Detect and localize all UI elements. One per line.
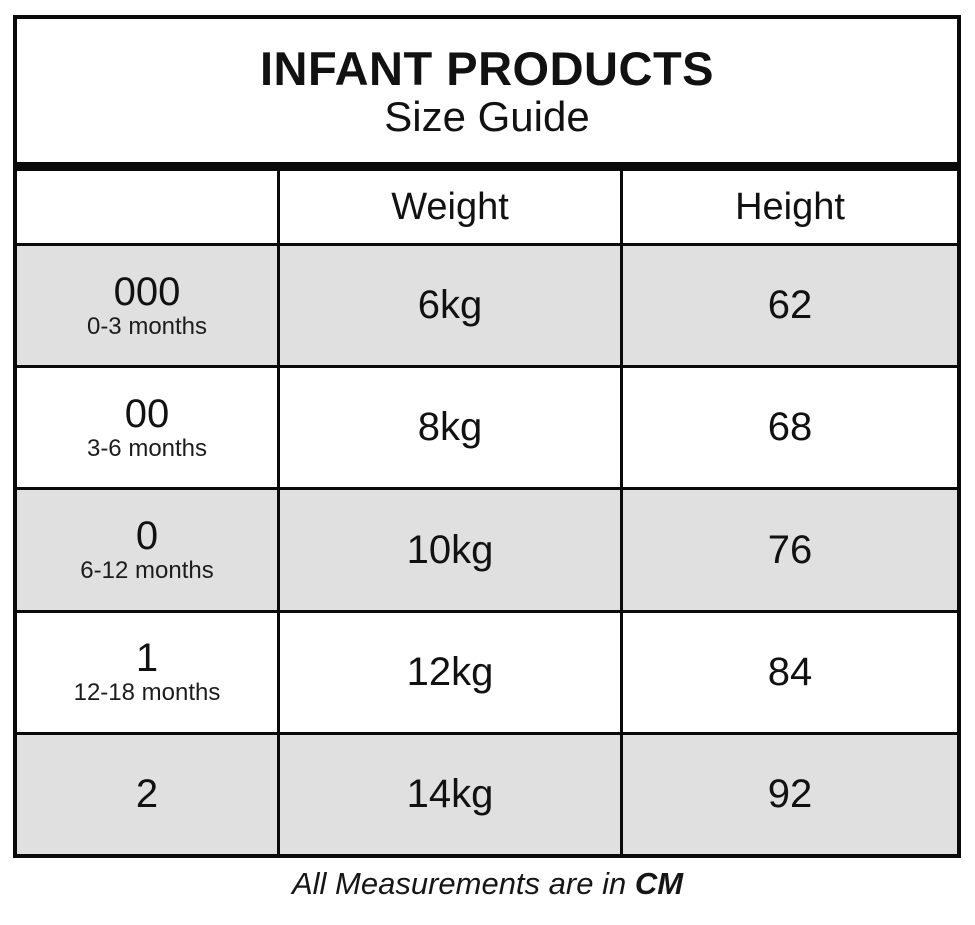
height-value: 62 [767,283,813,328]
height-cell: 62 [623,246,957,365]
weight-value: 10kg [406,527,494,572]
age-range: 0-3 months [86,312,208,340]
weight-cell: 10kg [280,490,623,610]
measurements-unit: CM [634,866,684,901]
weight-cell: 12kg [280,612,623,732]
height-value: 92 [767,771,813,816]
size-code: 0 [135,514,159,559]
height-cell: 92 [623,735,957,854]
weight-value: 8kg [417,405,483,450]
size-code: 2 [135,772,159,817]
size-cell: 0 6-12 months [17,490,280,610]
header-cell-weight: Weight [280,171,623,243]
weight-cell: 14kg [280,734,623,855]
measurements-note: All Measurements are in CM [0,866,975,902]
size-code: 1 [135,636,159,681]
height-value: 76 [767,527,813,572]
table-row: 00 3-6 months 8kg 68 [17,368,957,491]
table-row: 2 14kg 92 [17,734,957,855]
table-row: 0 6-12 months 10kg 76 [17,490,957,613]
title-block: INFANT PRODUCTS Size Guide [17,19,957,171]
size-guide-table: INFANT PRODUCTS Size Guide Weight Height… [13,15,961,858]
height-value: 68 [767,405,813,450]
size-cell: 00 3-6 months [17,368,280,488]
page-subtitle: Size Guide [384,93,590,141]
page-title: INFANT PRODUCTS [260,41,714,95]
measurements-note-text: All Measurements are in [291,866,635,901]
header-cell-height: Height [735,185,845,228]
age-range: 3-6 months [86,435,208,462]
weight-value: 12kg [406,649,494,694]
weight-value: 6kg [417,283,483,328]
height-cell: 76 [623,490,957,609]
height-cell: 84 [623,613,957,732]
age-range: 6-12 months [80,557,214,585]
weight-cell: 8kg [280,368,623,488]
table-row: 000 0-3 months 6kg 62 [17,246,957,369]
size-cell: 000 0-3 months [17,246,280,366]
header-cell-size [17,171,280,243]
size-cell: 1 12-18 months [17,612,280,732]
height-value: 84 [767,649,813,694]
age-range: 12-18 months [73,679,221,707]
weight-cell: 6kg [280,246,623,366]
table-row: 1 12-18 months 12kg 84 [17,612,957,735]
size-code: 000 [113,269,181,314]
table-header-row: Weight Height [17,171,957,246]
size-cell: 2 [17,734,280,855]
size-code: 00 [124,392,170,436]
weight-value: 14kg [406,771,494,816]
height-cell: 68 [623,368,957,487]
